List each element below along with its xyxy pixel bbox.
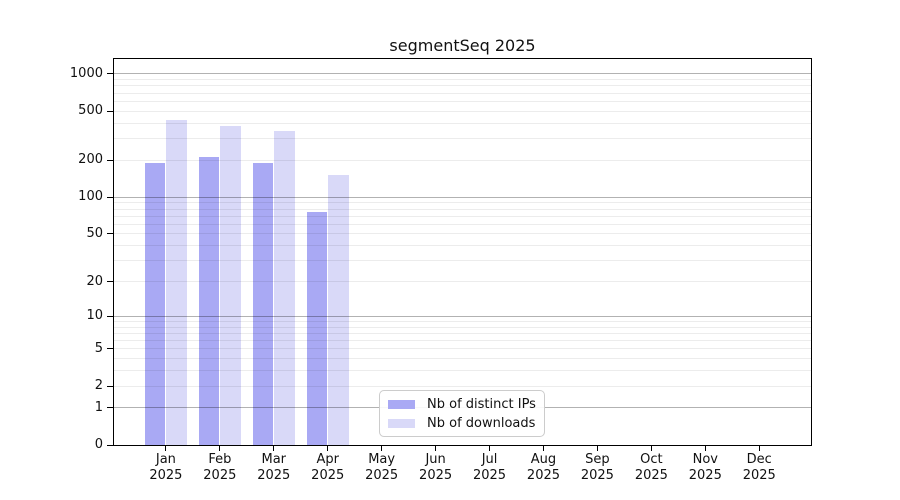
x-tick-label-nov: Nov 2025	[688, 452, 722, 483]
y-tick-label: 20	[86, 273, 103, 289]
gridline-minor	[114, 370, 811, 372]
legend-item-distinct-ips: Nb of distinct IPs	[388, 396, 536, 412]
y-tick-label: 50	[86, 225, 103, 241]
gridline-major	[114, 73, 811, 75]
y-tick-mark	[107, 73, 113, 75]
bar-distinct-ips-apr	[306, 212, 328, 445]
gridline-minor	[114, 215, 811, 217]
y-tick-label: 10	[86, 308, 103, 324]
y-tick-mark	[107, 159, 113, 161]
gridline-minor	[114, 332, 811, 334]
x-tick-mark	[327, 445, 329, 451]
gridline-minor	[114, 340, 811, 341]
gridline-minor	[114, 79, 811, 81]
y-tick-label: 0	[94, 437, 103, 452]
y-tick-mark	[107, 315, 113, 317]
gridline-minor	[114, 320, 811, 322]
gridline-minor	[114, 385, 811, 387]
x-tick-mark	[758, 445, 760, 451]
legend-label-distinct-ips: Nb of distinct IPs	[427, 396, 536, 412]
grid-layer	[114, 59, 811, 445]
y-tick-label: 1000	[69, 65, 103, 81]
x-tick-label-feb: Feb 2025	[203, 452, 237, 483]
gridline-minor	[114, 326, 811, 328]
y-tick-label: 200	[78, 152, 103, 168]
y-tick-label: 1	[94, 399, 103, 415]
y-tick-mark	[107, 348, 113, 350]
gridline-minor	[114, 348, 811, 350]
bar-downloads-apr	[328, 174, 349, 445]
gridline-minor	[114, 233, 811, 235]
x-tick-label-dec: Dec 2025	[742, 452, 776, 483]
y-tick-label: 100	[78, 189, 103, 205]
x-tick-label-jul: Jul 2025	[472, 452, 507, 483]
x-tick-mark	[650, 445, 652, 451]
bar-downloads-jan	[166, 119, 187, 445]
gridline-minor	[114, 110, 811, 112]
gridline-minor	[114, 223, 811, 225]
y-tick-mark	[107, 196, 113, 198]
gridline-minor	[114, 358, 811, 360]
gridline-minor	[114, 138, 811, 140]
x-tick-label-apr: Apr 2025	[311, 452, 345, 483]
gridline-major	[114, 196, 811, 198]
y-tick-mark	[107, 233, 113, 235]
x-tick-mark	[219, 445, 221, 451]
legend: Nb of distinct IPs Nb of downloads	[379, 390, 545, 437]
bar-downloads-feb	[220, 125, 241, 445]
bar-downloads-mar	[274, 130, 295, 445]
x-tick-label-oct: Oct 2025	[634, 452, 668, 483]
x-tick-label-jun: Jun 2025	[419, 452, 453, 483]
gridline-minor	[114, 281, 811, 282]
y-tick-mark	[107, 281, 113, 282]
bar-distinct-ips-feb	[198, 157, 220, 445]
x-tick-mark	[704, 445, 706, 451]
x-tick-mark	[381, 445, 383, 451]
y-tick-label: 2	[94, 378, 103, 393]
bars-layer	[114, 59, 811, 445]
x-tick-mark	[542, 445, 544, 451]
gridline-minor	[114, 85, 811, 87]
bar-distinct-ips-mar	[252, 163, 274, 445]
gridline-minor	[114, 202, 811, 204]
x-tick-label-sep: Sep 2025	[580, 452, 614, 483]
y-tick-mark	[107, 444, 113, 446]
y-tick-label: 5	[94, 340, 103, 356]
x-tick-label-may: May 2025	[365, 452, 399, 483]
legend-item-downloads: Nb of downloads	[388, 415, 536, 431]
gridline-minor	[114, 100, 811, 102]
x-tick-label-aug: Aug 2025	[526, 452, 561, 483]
plot-area: Nb of distinct IPs Nb of downloads	[113, 58, 812, 446]
gridline-minor	[114, 208, 811, 210]
y-tick-label: 500	[78, 103, 103, 119]
legend-swatch-distinct-ips	[388, 399, 415, 409]
x-tick-mark	[273, 445, 275, 451]
x-tick-mark	[435, 445, 437, 451]
x-tick-mark	[489, 445, 491, 451]
gridline-minor	[114, 245, 811, 247]
gridline-minor	[114, 122, 811, 124]
chart-title: segmentSeq 2025	[389, 36, 536, 55]
x-tick-mark	[596, 445, 598, 451]
gridline-minor	[114, 159, 811, 161]
x-tick-label-mar: Mar 2025	[257, 452, 291, 483]
gridline-minor	[114, 260, 811, 262]
y-tick-mark	[107, 407, 113, 409]
x-tick-label-jan: Jan 2025	[149, 452, 183, 483]
x-tick-mark	[165, 445, 167, 451]
y-tick-mark	[107, 110, 113, 112]
gridline-major	[114, 315, 811, 317]
legend-label-downloads: Nb of downloads	[427, 415, 536, 431]
gridline-minor	[114, 92, 811, 94]
legend-swatch-downloads	[388, 418, 415, 428]
y-tick-mark	[107, 385, 113, 387]
bar-distinct-ips-jan	[144, 163, 166, 445]
